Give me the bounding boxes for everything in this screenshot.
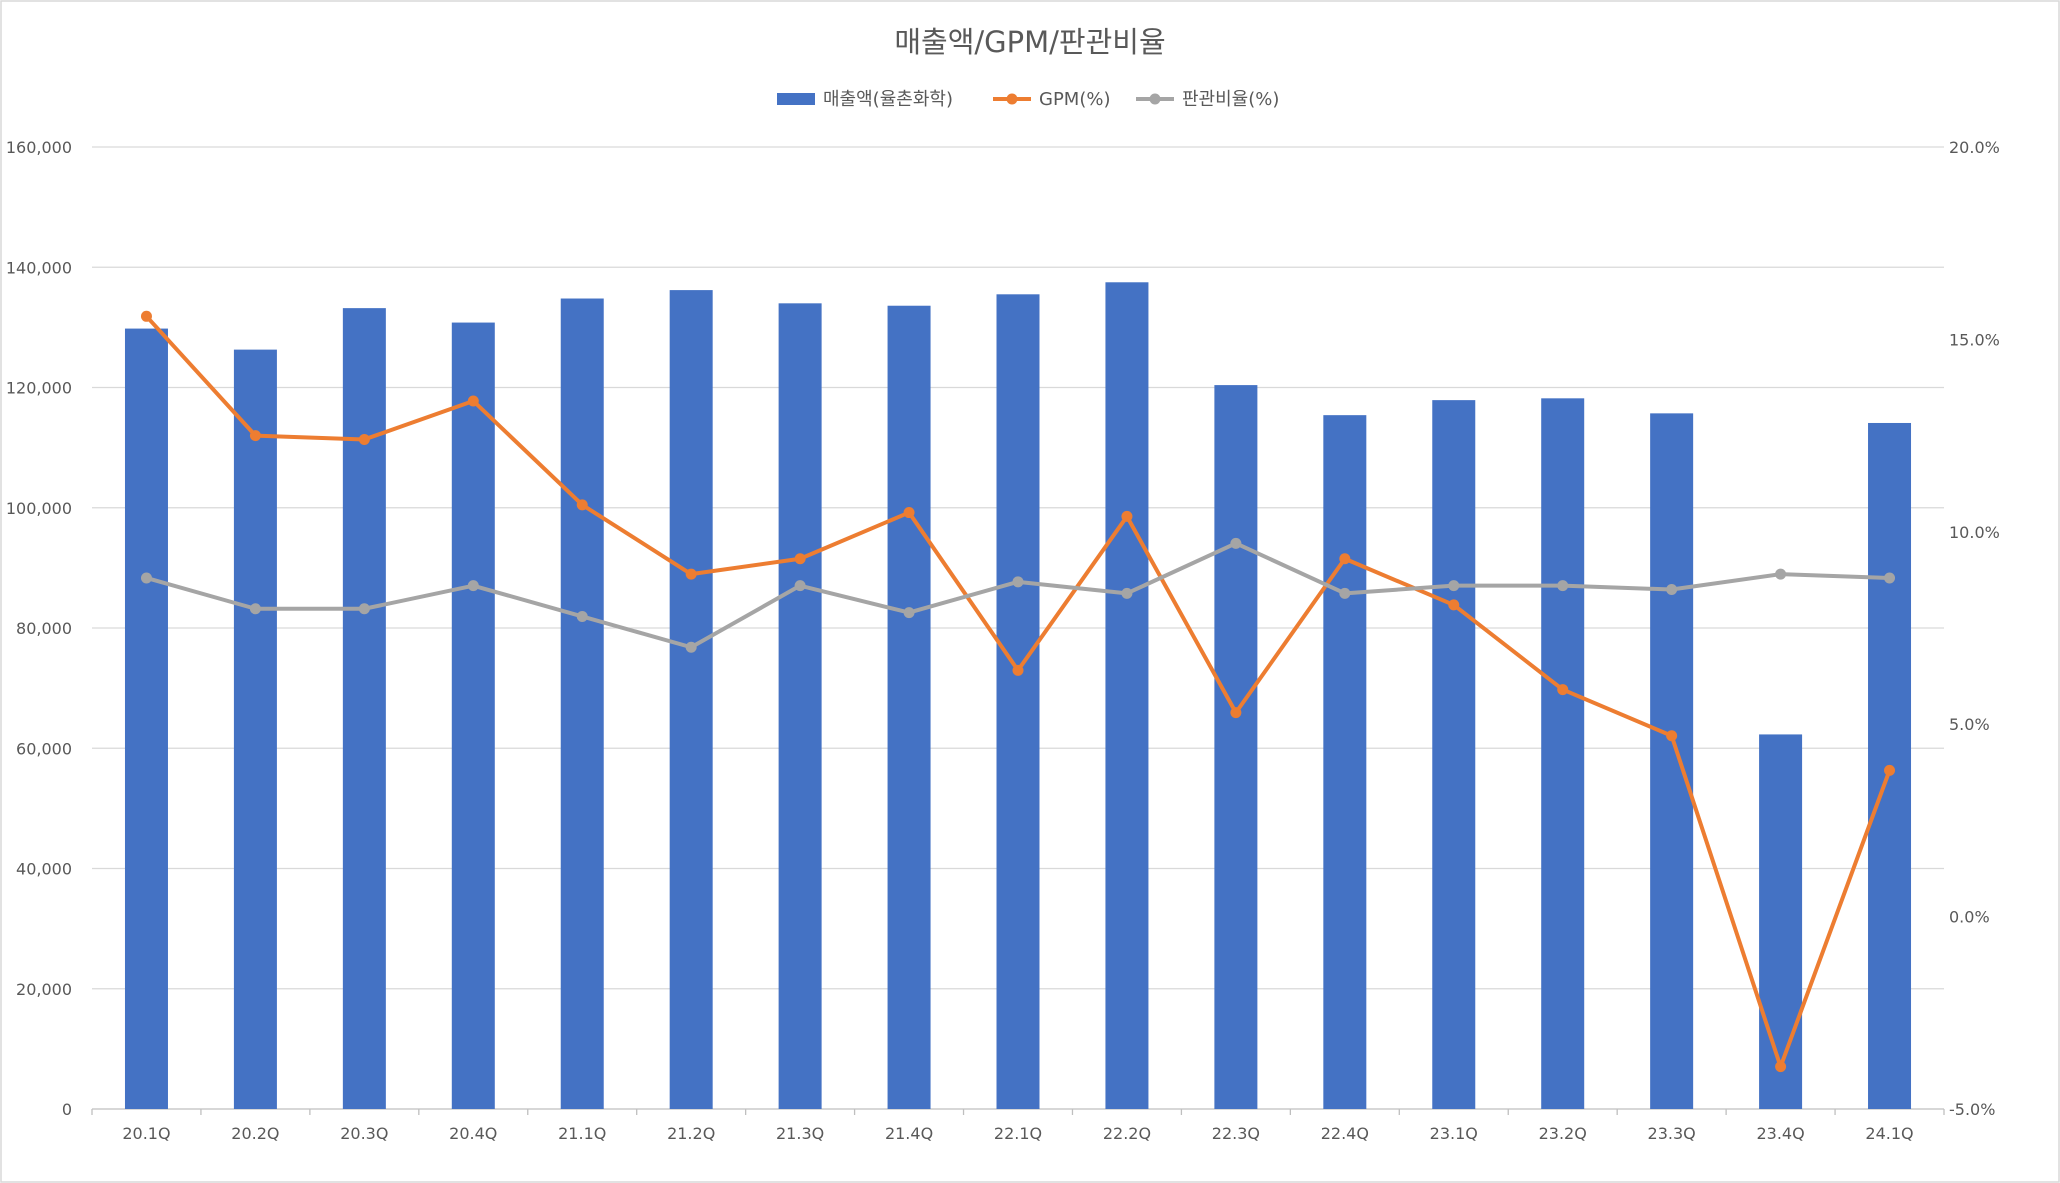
left-tick-label: 60,000 xyxy=(16,739,72,758)
left-axis-ticks: 0 20,000 40,000 60,000 80,000 100,000 120,000 1… xyxy=(6,138,72,1119)
right-axis-ticks: -5.0% 0.0% 5.0% 10.0% 15.0% 20.0% xyxy=(1949,138,2000,1119)
line-point xyxy=(1666,584,1678,596)
x-tick-label: 22.1Q xyxy=(994,1124,1042,1143)
line-point xyxy=(358,433,370,445)
line-point xyxy=(794,580,806,592)
bar xyxy=(669,290,713,1109)
right-tick-label: -5.0% xyxy=(1949,1100,1995,1119)
chart-title: 매출액/GPM/판관비율 xyxy=(894,25,1165,59)
right-tick-label: 0.0% xyxy=(1949,908,1990,927)
legend-label: 매출액(율촌화학) xyxy=(823,89,953,110)
x-tick-label: 23.1Q xyxy=(1430,1124,1478,1143)
line-point xyxy=(576,499,588,511)
bar-series xyxy=(124,282,1912,1110)
line-point xyxy=(903,507,915,519)
legend-swatch-marker xyxy=(1149,93,1161,105)
line-point xyxy=(1339,587,1351,599)
bar xyxy=(1214,385,1258,1110)
x-axis-ticks: 20.1Q 20.2Q 20.3Q 20.4Q 21.1Q 21.2Q 21.3Q 21.4Q… xyxy=(91,1109,1945,1143)
x-tick-label: 21.2Q xyxy=(667,1124,715,1143)
bar xyxy=(124,328,168,1109)
x-tick-label: 22.3Q xyxy=(1212,1124,1260,1143)
line-point xyxy=(1775,1061,1787,1073)
line-point xyxy=(1230,707,1242,719)
bar xyxy=(1759,734,1803,1109)
left-tick-label: 120,000 xyxy=(6,379,72,398)
bar xyxy=(342,308,386,1109)
bar xyxy=(996,294,1040,1109)
x-tick-label: 21.4Q xyxy=(885,1124,933,1143)
line-point xyxy=(1884,764,1896,776)
x-tick-label: 24.1Q xyxy=(1865,1124,1913,1143)
line-point xyxy=(794,553,806,565)
bar xyxy=(1323,415,1367,1110)
line-point xyxy=(576,610,588,622)
left-tick-label: 0 xyxy=(62,1100,72,1119)
left-tick-label: 40,000 xyxy=(16,860,72,879)
x-tick-label: 22.2Q xyxy=(1103,1124,1151,1143)
x-tick-label: 21.3Q xyxy=(776,1124,824,1143)
x-tick-label: 20.4Q xyxy=(449,1124,497,1143)
line-point xyxy=(1339,553,1351,565)
bar xyxy=(887,305,931,1110)
line-point xyxy=(1012,576,1024,588)
x-tick-label: 20.3Q xyxy=(340,1124,388,1143)
x-tick-label: 23.2Q xyxy=(1539,1124,1587,1143)
line-point xyxy=(1448,599,1460,611)
x-tick-label: 23.3Q xyxy=(1648,1124,1696,1143)
bar xyxy=(1105,282,1149,1109)
line-point xyxy=(1666,730,1678,742)
x-tick-label: 21.1Q xyxy=(558,1124,606,1143)
line-point xyxy=(467,395,479,407)
line-point xyxy=(903,607,915,619)
x-tick-label: 22.4Q xyxy=(1321,1124,1369,1143)
left-tick-label: 20,000 xyxy=(16,980,72,999)
left-tick-label: 100,000 xyxy=(6,499,72,518)
legend-swatch xyxy=(777,93,815,105)
right-tick-label: 5.0% xyxy=(1949,715,1990,734)
left-tick-label: 140,000 xyxy=(6,258,72,277)
legend-label: GPM(%) xyxy=(1039,89,1110,110)
bar xyxy=(560,298,604,1109)
bar xyxy=(1650,413,1694,1109)
line-point xyxy=(1230,537,1242,549)
line-point xyxy=(140,310,152,322)
x-tick-label: 23.4Q xyxy=(1756,1124,1804,1143)
line-series xyxy=(140,310,1896,1073)
left-tick-label: 160,000 xyxy=(6,138,72,157)
bar xyxy=(1432,400,1476,1110)
line-point xyxy=(1557,580,1569,592)
x-tick-label: 20.1Q xyxy=(122,1124,170,1143)
x-tick-label: 20.2Q xyxy=(231,1124,279,1143)
line-point xyxy=(140,572,152,584)
bar xyxy=(1541,398,1585,1109)
line-point xyxy=(358,603,370,615)
legend-swatch-marker xyxy=(1006,93,1018,105)
legend: 매출액(율촌화학) GPM(%) 판관비율(%) xyxy=(777,89,1279,110)
line-point xyxy=(1775,568,1787,580)
line-point xyxy=(1448,580,1460,592)
left-tick-label: 80,000 xyxy=(16,619,72,638)
bar xyxy=(233,349,277,1110)
right-tick-label: 10.0% xyxy=(1949,523,2000,542)
line-point xyxy=(467,580,479,592)
line-point xyxy=(685,641,697,653)
line-point xyxy=(1121,510,1133,522)
bar xyxy=(451,322,495,1109)
line-point xyxy=(1121,587,1133,599)
line-point xyxy=(1012,664,1024,676)
line-point xyxy=(685,568,697,580)
legend-label: 판관비율(%) xyxy=(1182,89,1279,110)
bar xyxy=(778,303,822,1109)
line-point xyxy=(1557,684,1569,696)
line-point xyxy=(249,603,261,615)
right-tick-label: 15.0% xyxy=(1949,330,2000,349)
line-point xyxy=(1884,572,1896,584)
right-tick-label: 20.0% xyxy=(1949,138,2000,157)
line-point xyxy=(249,430,261,442)
